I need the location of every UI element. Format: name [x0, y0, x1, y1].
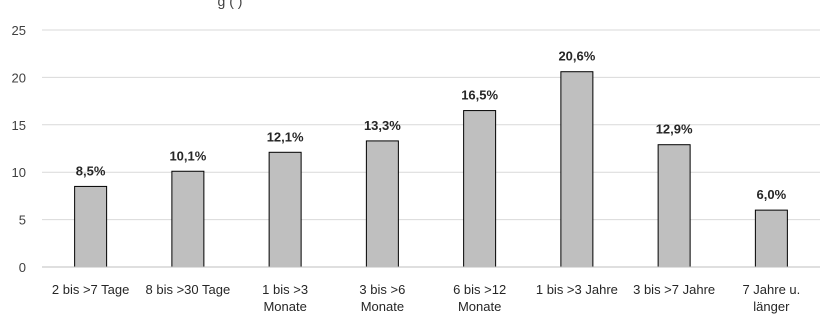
bar [560, 71, 594, 268]
bar [463, 110, 497, 268]
data-label: 10,1% [169, 148, 206, 163]
data-label: 13,3% [364, 118, 401, 133]
x-category-label: 1 bis >3 [262, 282, 308, 297]
x-category-label: 3 bis >7 Jahre [633, 282, 715, 297]
data-labels: 8,5% 10,1% 12,1% 13,3% 16,5% 20,6% 12,9% 6,0% [76, 49, 787, 202]
bar [365, 140, 399, 268]
x-category-label: Monate [361, 299, 404, 314]
bar [268, 151, 302, 268]
chart-title-fragment: g ( ) [218, 0, 243, 9]
x-category-label: 1 bis >3 Jahre [536, 282, 618, 297]
y-tick-label: 25 [12, 23, 26, 38]
x-category-label: 8 bis >30 Tage [146, 282, 231, 297]
bar [171, 170, 205, 268]
bars [74, 71, 788, 268]
x-category-label: 7 Jahre u. [742, 282, 800, 297]
x-category-label: länger [753, 299, 790, 314]
x-category-label: 3 bis >6 [359, 282, 405, 297]
bar [754, 209, 788, 268]
y-axis-ticks: 0 5 10 15 20 25 [12, 23, 26, 275]
gridlines [42, 29, 820, 221]
data-label: 6,0% [757, 187, 787, 202]
data-label: 12,1% [267, 129, 304, 144]
bar [74, 185, 108, 268]
x-axis-category-labels: 2 bis >7 Tage 8 bis >30 Tage 1 bis >3 Monat… [52, 282, 800, 314]
bar [657, 144, 691, 268]
data-label: 8,5% [76, 163, 106, 178]
data-label: 20,6% [558, 49, 595, 64]
y-tick-label: 20 [12, 70, 26, 85]
y-tick-label: 5 [19, 213, 26, 228]
x-category-label: Monate [458, 299, 501, 314]
x-category-label: Monate [263, 299, 306, 314]
y-tick-label: 0 [19, 260, 26, 275]
x-category-label: 2 bis >7 Tage [52, 282, 129, 297]
data-label: 12,9% [656, 122, 693, 137]
x-category-label: 6 bis >12 [453, 282, 506, 297]
y-tick-label: 10 [12, 165, 26, 180]
data-label: 16,5% [461, 88, 498, 103]
y-tick-label: 15 [12, 118, 26, 133]
